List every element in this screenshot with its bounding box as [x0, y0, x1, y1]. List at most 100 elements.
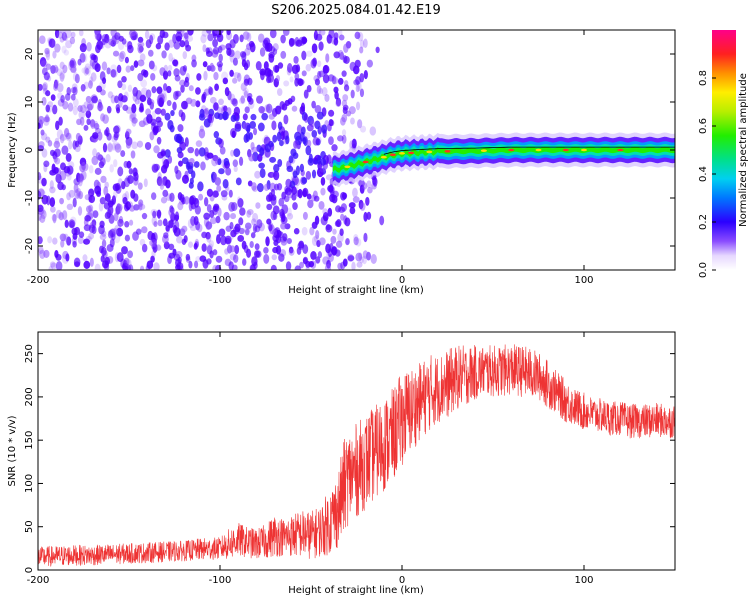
spectrogram-blob: [355, 84, 360, 93]
spectrogram-blob: [306, 84, 312, 93]
spectrogram-blob: [47, 236, 53, 244]
spectrogram-blob: [339, 228, 344, 237]
spectrogram-blob: [74, 189, 81, 199]
spectrogram-blob: [49, 169, 57, 176]
spectrogram-blob: [127, 201, 133, 208]
spectrogram-blob: [315, 33, 323, 41]
spectrogram-blob: [359, 202, 366, 211]
spectrogram-blob: [344, 217, 351, 227]
spectrogram-blob: [352, 196, 360, 203]
spectrogram-blob: [77, 206, 83, 216]
spectrogram-blob: [363, 232, 368, 243]
spectrogram-blob: [302, 187, 309, 197]
spectrogram-blob: [216, 32, 224, 43]
spectrogram-blob: [65, 253, 70, 262]
spectrogram-blob: [241, 51, 247, 62]
spectrogram-blob: [47, 101, 54, 108]
spectrogram-blob: [203, 118, 211, 128]
spectrogram-blob: [189, 224, 197, 232]
spectrogram-blob: [285, 135, 290, 145]
spectrogram-blob: [316, 60, 322, 68]
spectrogram-blob: [135, 228, 142, 235]
spectrogram-blob: [77, 173, 85, 183]
spectrogram-blob: [215, 215, 221, 224]
spectrogram-blob: [274, 65, 280, 73]
spectrogram-blob: [83, 124, 89, 131]
spectrogram-blob: [66, 236, 72, 246]
y-tick-label: 0: [24, 567, 35, 573]
spectrogram-blob: [251, 146, 259, 154]
spectrogram-blob: [303, 89, 309, 99]
spectrogram-blob: [86, 118, 91, 126]
spectrogram-blob: [66, 86, 71, 96]
spectrogram-blob: [45, 104, 51, 113]
spectrogram-blob: [338, 206, 346, 213]
spectrogram-blob: [68, 140, 73, 150]
spectrogram-blob: [206, 204, 212, 213]
spectrogram-blob: [301, 126, 306, 135]
spectrogram-blob: [56, 129, 63, 140]
spectrogram-blob: [353, 234, 359, 242]
spectrogram-blob: [77, 236, 84, 245]
spectrogram-blob: [272, 134, 278, 143]
spectrogram-blob: [325, 224, 331, 231]
spectrogram-blob: [214, 83, 219, 91]
spectrogram-blob: [168, 243, 175, 251]
spectrogram-blob: [110, 69, 117, 78]
spectrogram-blob: [288, 248, 295, 256]
spectrogram-blob: [275, 74, 281, 82]
spectrogram-blob: [107, 91, 114, 99]
spectrogram-blob: [39, 208, 46, 216]
spectrogram-blob: [324, 263, 331, 270]
spectrogram-blob: [49, 180, 54, 190]
spectrogram-blob: [177, 201, 184, 211]
spectrogram-blob: [173, 68, 180, 77]
spectrogram-blob: [38, 246, 44, 255]
spectrogram-blob: [306, 193, 312, 200]
spectrogram-blob: [118, 52, 125, 63]
spectrogram-blob: [350, 89, 355, 99]
spectrogram-blob: [266, 42, 273, 52]
spectrogram-blob: [62, 100, 69, 110]
colorbar-tick-label: 0.0: [698, 262, 709, 278]
spectrogram-blob: [151, 64, 158, 72]
spectrogram-blob: [86, 42, 92, 52]
spectrogram-blob: [88, 80, 93, 89]
spectrogram-blob: [58, 116, 63, 126]
ridge-band: [332, 146, 675, 173]
spectrogram-blob: [202, 61, 208, 68]
spectrogram-blob: [127, 40, 133, 50]
spectrogram-blob: [270, 196, 277, 206]
spectrogram-blob: [107, 142, 113, 152]
spectrogram-ridge: [332, 132, 675, 188]
spectrogram-blob: [223, 105, 228, 112]
spectrogram-blob: [118, 93, 124, 102]
snr-x-label: Height of straight line (km): [288, 585, 424, 596]
spectrogram-blob: [333, 86, 339, 94]
spectrogram-blob: [266, 75, 272, 84]
spectrogram-blob: [235, 177, 242, 186]
spectrogram-blob: [212, 205, 220, 212]
spectrogram-blob: [255, 250, 262, 258]
spectrogram-blob: [160, 196, 168, 204]
spectrogram-blob: [216, 234, 221, 245]
spectrogram-blob: [55, 120, 60, 131]
spectrogram-blob: [337, 77, 344, 85]
spectrogram-points: [38, 30, 385, 270]
ridge-peak: [344, 165, 351, 169]
spectrogram-blob: [190, 98, 197, 107]
spectrogram-blob: [246, 32, 252, 42]
ridge-peak: [508, 148, 515, 152]
spectrogram-blob: [38, 236, 43, 245]
colorbar-tick-label: 0.6: [698, 118, 709, 134]
spectrogram-blob: [243, 133, 249, 143]
spectrogram-blob: [205, 221, 212, 231]
ridge-peak: [581, 148, 587, 152]
spectrogram-blob: [263, 246, 269, 254]
spectrogram-blob: [90, 72, 97, 82]
spectrogram-blob: [193, 161, 200, 168]
spectrogram-blob: [206, 233, 212, 243]
spectrogram-blob: [141, 243, 148, 253]
spectrogram-blob: [185, 44, 192, 52]
spectrogram-blob: [68, 189, 76, 198]
